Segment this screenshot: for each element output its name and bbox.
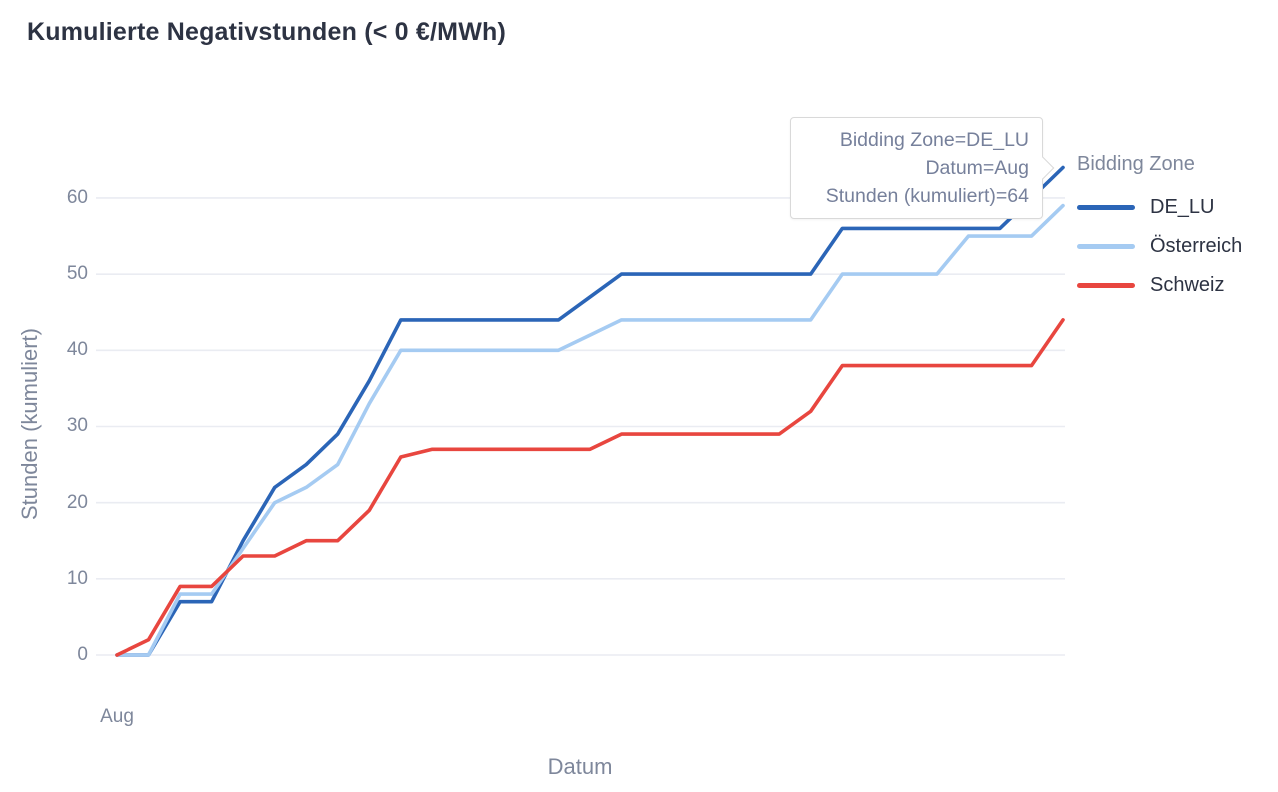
legend-item-schweiz[interactable]: Schweiz: [1077, 266, 1277, 305]
x-axis-title: Datum: [547, 754, 613, 779]
series-line--sterreich[interactable]: [115, 203, 1065, 657]
y-tick-label: 20: [66, 491, 88, 513]
y-tick-label: 0: [77, 644, 88, 665]
series-line-schweiz[interactable]: [115, 318, 1065, 657]
y-tick-label: 30: [66, 415, 88, 437]
series-line-de-lu[interactable]: [115, 165, 1065, 657]
tooltip-line: Datum=Aug: [925, 157, 1029, 179]
y-tick-label: 50: [66, 263, 88, 285]
legend-item-label: Schweiz: [1150, 274, 1225, 296]
legend: Bidding Zone DE_LU Österreich Schweiz: [1077, 153, 1277, 305]
x-tick-label-aug: Aug: [100, 706, 134, 727]
y-tick-label: 60: [66, 186, 88, 208]
legend-line-swatch-icon: [1077, 283, 1135, 288]
y-axis-title: Stunden (kumuliert): [17, 328, 42, 520]
legend-line-swatch-icon: [1077, 244, 1135, 249]
hover-tooltip: Bidding Zone=DE_LU Datum=Aug Stunden (ku…: [790, 117, 1055, 219]
gridlines: [96, 197, 1065, 656]
series-lines: [115, 165, 1065, 657]
tooltip-line: Stunden (kumuliert)=64: [825, 185, 1029, 207]
legend-line-swatch-icon: [1077, 205, 1135, 210]
legend-item-label: DE_LU: [1150, 196, 1215, 218]
chart-title: Kumulierte Negativstunden (< 0 €/MWh): [27, 18, 506, 46]
y-tick-label: 40: [66, 339, 88, 361]
y-tick-label: 10: [66, 567, 88, 589]
tooltip-line: Bidding Zone=DE_LU: [839, 129, 1029, 151]
y-axis-ticks: 0 10 20 30 40 50 60: [0, 0, 88, 792]
legend-item-label: Österreich: [1150, 235, 1243, 257]
legend-item-oesterreich[interactable]: Österreich: [1077, 227, 1277, 266]
legend-item-de-lu[interactable]: DE_LU: [1077, 188, 1277, 227]
legend-title: Bidding Zone: [1077, 153, 1195, 175]
